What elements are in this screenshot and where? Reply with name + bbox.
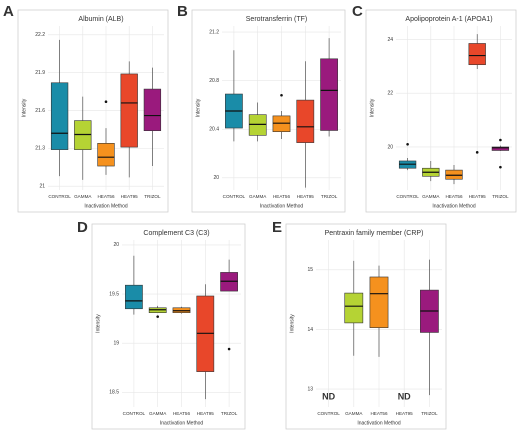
y-tick-label: 15 bbox=[307, 267, 313, 273]
y-tick-label: 20 bbox=[213, 175, 219, 181]
panel: B Serotransferrin (TF) Intensity Inactivati… bbox=[177, 3, 346, 213]
outlier bbox=[499, 138, 502, 142]
y-axis-title: Intensity bbox=[95, 314, 101, 333]
y-tick-label: 22.2 bbox=[35, 32, 45, 38]
panel-frame bbox=[17, 9, 169, 213]
chart-title: Complement C3 (C3) bbox=[143, 230, 209, 237]
y-tick-label: 20.4 bbox=[209, 127, 219, 133]
x-tick-label: HEAT95 bbox=[297, 194, 314, 199]
panel-label: C bbox=[352, 3, 363, 20]
y-axis-title: Intensity bbox=[289, 314, 295, 333]
panel: A Albumin (ALB) Intensity Inactivation Meth… bbox=[3, 3, 169, 213]
y-tick-label: 21.3 bbox=[35, 146, 45, 152]
y-tick-label: 21.2 bbox=[209, 29, 219, 35]
x-tick-label: CONTROL bbox=[396, 194, 419, 199]
x-tick-label: TRIZOL bbox=[144, 194, 161, 199]
annotation: ND bbox=[322, 391, 335, 401]
panel-label: A bbox=[3, 3, 14, 20]
box bbox=[74, 120, 92, 150]
box bbox=[344, 292, 364, 324]
y-tick-label: 19.5 bbox=[109, 291, 119, 297]
y-tick-label: 22 bbox=[387, 91, 393, 97]
x-axis-title: Inactivation Method bbox=[160, 420, 204, 426]
x-tick-label: HEAT95 bbox=[396, 411, 413, 416]
x-tick-label: HEAT95 bbox=[469, 194, 486, 199]
x-tick-label: GAMMA bbox=[345, 411, 363, 416]
box bbox=[272, 115, 291, 132]
y-tick-label: 20 bbox=[113, 242, 119, 248]
chart-title: Apolipoprotein A-1 (APOA1) bbox=[405, 16, 492, 23]
x-tick-label: HEAT56 bbox=[173, 411, 190, 416]
box bbox=[125, 284, 143, 310]
outlier bbox=[499, 165, 502, 169]
x-tick-label: HEAT95 bbox=[121, 194, 138, 199]
y-tick-label: 13 bbox=[307, 386, 313, 392]
y-tick-label: 21 bbox=[39, 184, 45, 190]
x-tick-label: HEAT56 bbox=[370, 411, 387, 416]
box bbox=[468, 43, 486, 66]
annotation: ND bbox=[398, 391, 411, 401]
y-axis-title: Intensity bbox=[195, 98, 201, 117]
chart-title: Albumin (ALB) bbox=[78, 16, 123, 23]
panel-label: E bbox=[272, 219, 282, 236]
y-tick-label: 24 bbox=[387, 37, 393, 43]
x-tick-label: CONTROL bbox=[317, 411, 340, 416]
outlier bbox=[227, 347, 231, 351]
chart-title: Serotransferrin (TF) bbox=[246, 16, 307, 23]
box bbox=[369, 276, 389, 328]
x-tick-label: HEAT95 bbox=[197, 411, 214, 416]
x-axis-title: Inactivation Method bbox=[357, 420, 401, 426]
y-axis-title: Intensity bbox=[21, 98, 27, 117]
y-tick-label: 21.9 bbox=[35, 70, 45, 76]
outlier bbox=[280, 93, 283, 97]
box bbox=[120, 73, 138, 148]
panel-frame bbox=[191, 9, 346, 213]
outlier bbox=[156, 315, 159, 318]
box bbox=[248, 114, 267, 136]
panel-frame bbox=[365, 9, 517, 213]
y-tick-label: 21.6 bbox=[35, 108, 45, 114]
box bbox=[296, 99, 315, 143]
panel: D Complement C3 (C3) Intensity Inactivation… bbox=[77, 219, 246, 430]
x-tick-label: CONTROL bbox=[223, 194, 246, 199]
box bbox=[491, 146, 510, 151]
box bbox=[143, 88, 162, 132]
y-tick-label: 19 bbox=[113, 340, 119, 346]
x-tick-label: HEAT56 bbox=[445, 194, 462, 199]
panel-label: B bbox=[177, 3, 188, 20]
x-tick-label: CONTROL bbox=[123, 411, 146, 416]
y-tick-label: 18.5 bbox=[109, 390, 119, 396]
x-tick-label: HEAT56 bbox=[97, 194, 114, 199]
box bbox=[97, 143, 115, 167]
x-tick-label: GAMMA bbox=[422, 194, 440, 199]
outlier bbox=[475, 151, 479, 154]
x-axis-title: Inactivation Method bbox=[432, 203, 476, 209]
outlier bbox=[406, 142, 409, 146]
x-tick-label: TRIZOL bbox=[321, 194, 338, 199]
chart-title: Pentraxin family member (CRP) bbox=[325, 230, 424, 237]
panel: E Pentraxin family member (CRP) Intensity I… bbox=[272, 219, 447, 430]
x-tick-label: HEAT56 bbox=[273, 194, 290, 199]
outlier bbox=[104, 100, 108, 103]
x-tick-label: TRIZOL bbox=[492, 194, 509, 199]
x-tick-label: GAMMA bbox=[74, 194, 92, 199]
x-axis-title: Inactivation Method bbox=[260, 203, 304, 209]
x-axis-title: Inactivation Method bbox=[84, 203, 128, 209]
y-tick-label: 14 bbox=[307, 327, 313, 333]
x-tick-label: CONTROL bbox=[48, 194, 71, 199]
y-axis-title: Intensity bbox=[369, 98, 375, 117]
panel-frame bbox=[285, 223, 447, 430]
box bbox=[50, 82, 69, 150]
x-tick-label: TRIZOL bbox=[221, 411, 238, 416]
box bbox=[320, 58, 338, 131]
x-tick-label: TRIZOL bbox=[421, 411, 438, 416]
x-tick-label: GAMMA bbox=[249, 194, 267, 199]
panel-frame bbox=[91, 223, 246, 430]
y-tick-label: 20.8 bbox=[209, 78, 219, 84]
panel-label: D bbox=[77, 219, 88, 236]
y-tick-label: 20 bbox=[387, 144, 393, 150]
x-tick-label: GAMMA bbox=[149, 411, 167, 416]
panel: C Apolipoprotein A-1 (APOA1) Intensity Inac… bbox=[352, 3, 517, 213]
